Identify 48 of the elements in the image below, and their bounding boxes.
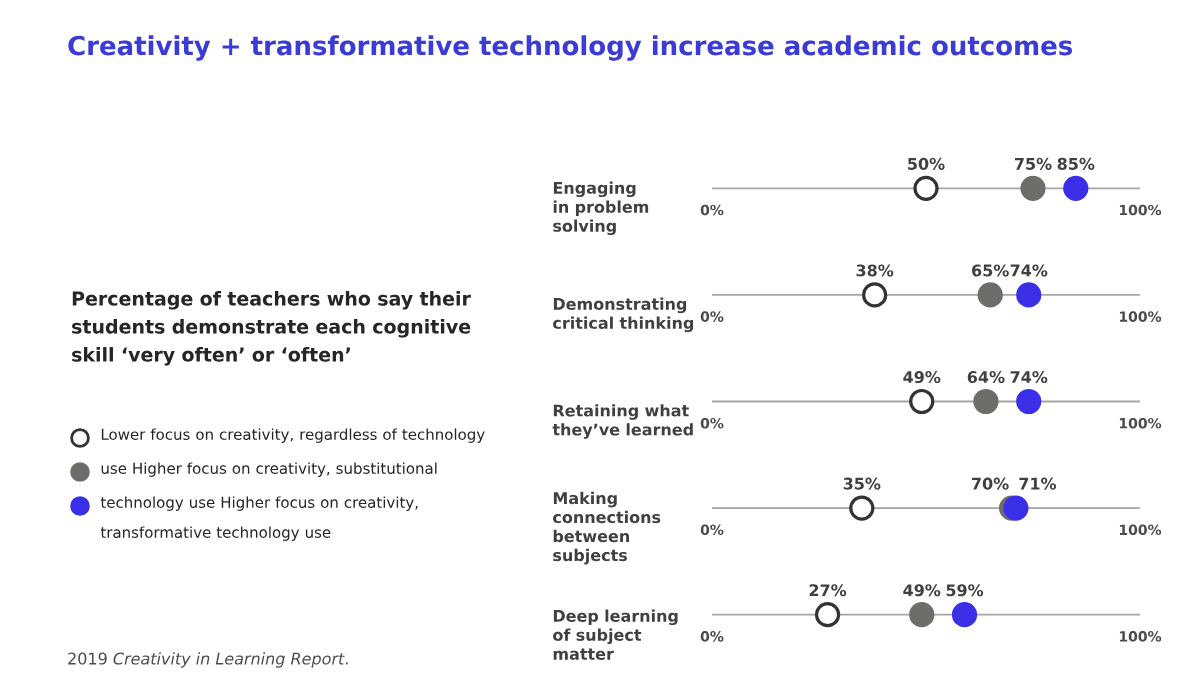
legend-label: use Higher focus on creativity, substitutional bbox=[101, 462, 437, 477]
legend-label: technology use Higher focus on creativity, transformative technology use bbox=[100, 496, 418, 541]
point bbox=[862, 282, 888, 308]
point bbox=[951, 602, 978, 628]
point bbox=[1016, 282, 1042, 308]
data-label: 70% bbox=[971, 477, 1009, 490]
text: 2019 Creativity in Learning Report. bbox=[68, 652, 348, 668]
point bbox=[977, 282, 1003, 308]
point bbox=[1020, 175, 1046, 201]
y-tick-label: Deep learning of subject matter bbox=[553, 609, 678, 660]
data-label: 85% bbox=[1057, 157, 1095, 170]
point bbox=[1003, 495, 1029, 521]
point bbox=[909, 602, 935, 628]
data-label: 38% bbox=[856, 264, 894, 277]
data-label: 49% bbox=[903, 584, 941, 597]
text: 100% bbox=[1119, 417, 1162, 429]
data-label: 65% bbox=[972, 264, 1009, 277]
text: 100% bbox=[1119, 524, 1162, 536]
y-tick-label: Engaging in problem solving bbox=[553, 181, 649, 236]
data-label: 35% bbox=[843, 477, 881, 490]
text: Percentage of teachers who say their students demonstrate each cognitive skill ‘very often’ or ‘often’ bbox=[72, 291, 471, 366]
data-label: 50% bbox=[908, 157, 945, 170]
data-label: 64% bbox=[967, 370, 1005, 384]
data-label: 75% bbox=[1014, 157, 1052, 170]
point bbox=[1063, 175, 1089, 201]
data-label: 27% bbox=[809, 584, 847, 597]
chart-title: Creativity + transformative technology increase academic outcomes bbox=[68, 35, 1073, 61]
text: 0% bbox=[700, 311, 724, 322]
point bbox=[1016, 388, 1042, 415]
text: 0% bbox=[700, 417, 724, 429]
legend-label: Lower focus on creativity, regardless of technology bbox=[101, 428, 485, 443]
text: 100% bbox=[1119, 631, 1162, 642]
y-tick-label: Retaining what they’ve learned bbox=[552, 404, 693, 439]
point bbox=[814, 602, 841, 628]
point bbox=[913, 175, 939, 201]
data-label: 71% bbox=[1019, 477, 1057, 490]
data-label: 49% bbox=[903, 370, 941, 384]
data-label: 74% bbox=[1010, 370, 1048, 384]
y-tick-label: Demonstrating critical thinking bbox=[553, 297, 694, 333]
text: 100% bbox=[1119, 311, 1162, 322]
point bbox=[973, 388, 999, 415]
data-label: 59% bbox=[946, 584, 984, 597]
point bbox=[909, 388, 935, 415]
point bbox=[849, 495, 875, 521]
y-tick-label: Making connections between subjects bbox=[553, 491, 661, 565]
text: 0% bbox=[700, 631, 724, 642]
text: 0% bbox=[700, 524, 724, 536]
data-label: 74% bbox=[1010, 264, 1048, 277]
